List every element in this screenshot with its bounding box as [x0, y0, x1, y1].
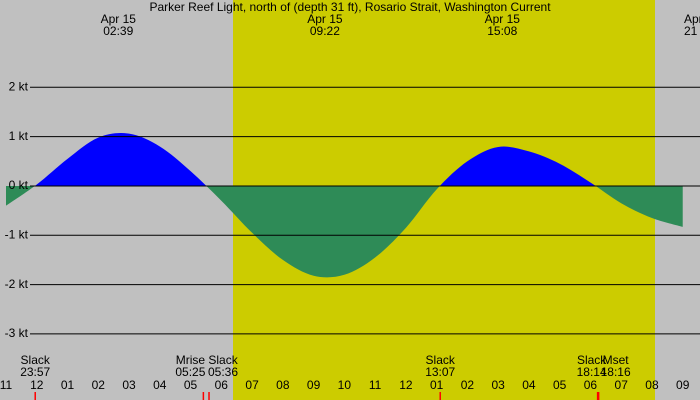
x-tick-label: 04: [522, 378, 536, 392]
x-tick-label: 04: [153, 378, 167, 392]
y-tick-label: -2 kt: [5, 277, 29, 291]
x-tick-label: 01: [430, 378, 444, 392]
x-tick-label: 05: [184, 378, 198, 392]
x-tick-label: 09: [307, 378, 321, 392]
x-tick-label: 12: [399, 378, 413, 392]
x-tick-label: 02: [461, 378, 475, 392]
event-time: 23:57: [20, 365, 50, 379]
event-label: Slack: [21, 353, 51, 367]
event-time: 13:07: [425, 365, 455, 379]
event-label: Slack: [426, 353, 456, 367]
y-tick-label: -3 kt: [5, 326, 29, 340]
event-time: 05:36: [208, 365, 238, 379]
event-label: Mset: [603, 353, 630, 367]
x-tick-label: 11: [369, 378, 382, 392]
y-tick-label: 2 kt: [9, 79, 29, 93]
x-tick-label: 03: [491, 378, 505, 392]
y-tick-label: 0 kt: [9, 178, 29, 192]
extremum-time: 21: [684, 24, 698, 38]
x-tick-label: 10: [338, 378, 352, 392]
extremum-date: Apr 15: [307, 12, 343, 26]
event-label: Slack: [577, 353, 607, 367]
extremum-time: 15:08: [487, 24, 517, 38]
extremum-time: 09:22: [310, 24, 340, 38]
current-area: [6, 133, 683, 278]
extremum-date: Apr 15: [485, 12, 521, 26]
x-tick-label: 11: [0, 378, 13, 392]
x-tick-label: 05: [553, 378, 567, 392]
y-tick-label: -1 kt: [5, 227, 29, 241]
x-tick-label: 09: [676, 378, 690, 392]
extremum-time: 02:39: [103, 24, 133, 38]
event-time: 18:14: [577, 365, 607, 379]
event-label: Slack: [208, 353, 238, 367]
chart-title: Parker Reef Light, north of (depth 31 ft…: [149, 0, 551, 14]
x-tick-label: 02: [92, 378, 106, 392]
x-tick-label: 07: [615, 378, 629, 392]
x-tick-label: 08: [645, 378, 659, 392]
x-tick-label: 06: [215, 378, 229, 392]
event-label: Mrise: [176, 353, 206, 367]
x-tick-label: 01: [61, 378, 75, 392]
x-tick-label: 12: [30, 378, 44, 392]
x-tick-label: 06: [584, 378, 598, 392]
x-tick-label: 03: [122, 378, 136, 392]
extremum-date: Apr 15: [101, 12, 137, 26]
x-tick-label: 07: [245, 378, 259, 392]
extremum-date: Apr 15: [684, 12, 700, 26]
event-time: 05:25: [175, 365, 205, 379]
y-tick-label: 1 kt: [9, 129, 29, 143]
event-time: 18:16: [601, 365, 631, 379]
x-tick-label: 08: [276, 378, 290, 392]
